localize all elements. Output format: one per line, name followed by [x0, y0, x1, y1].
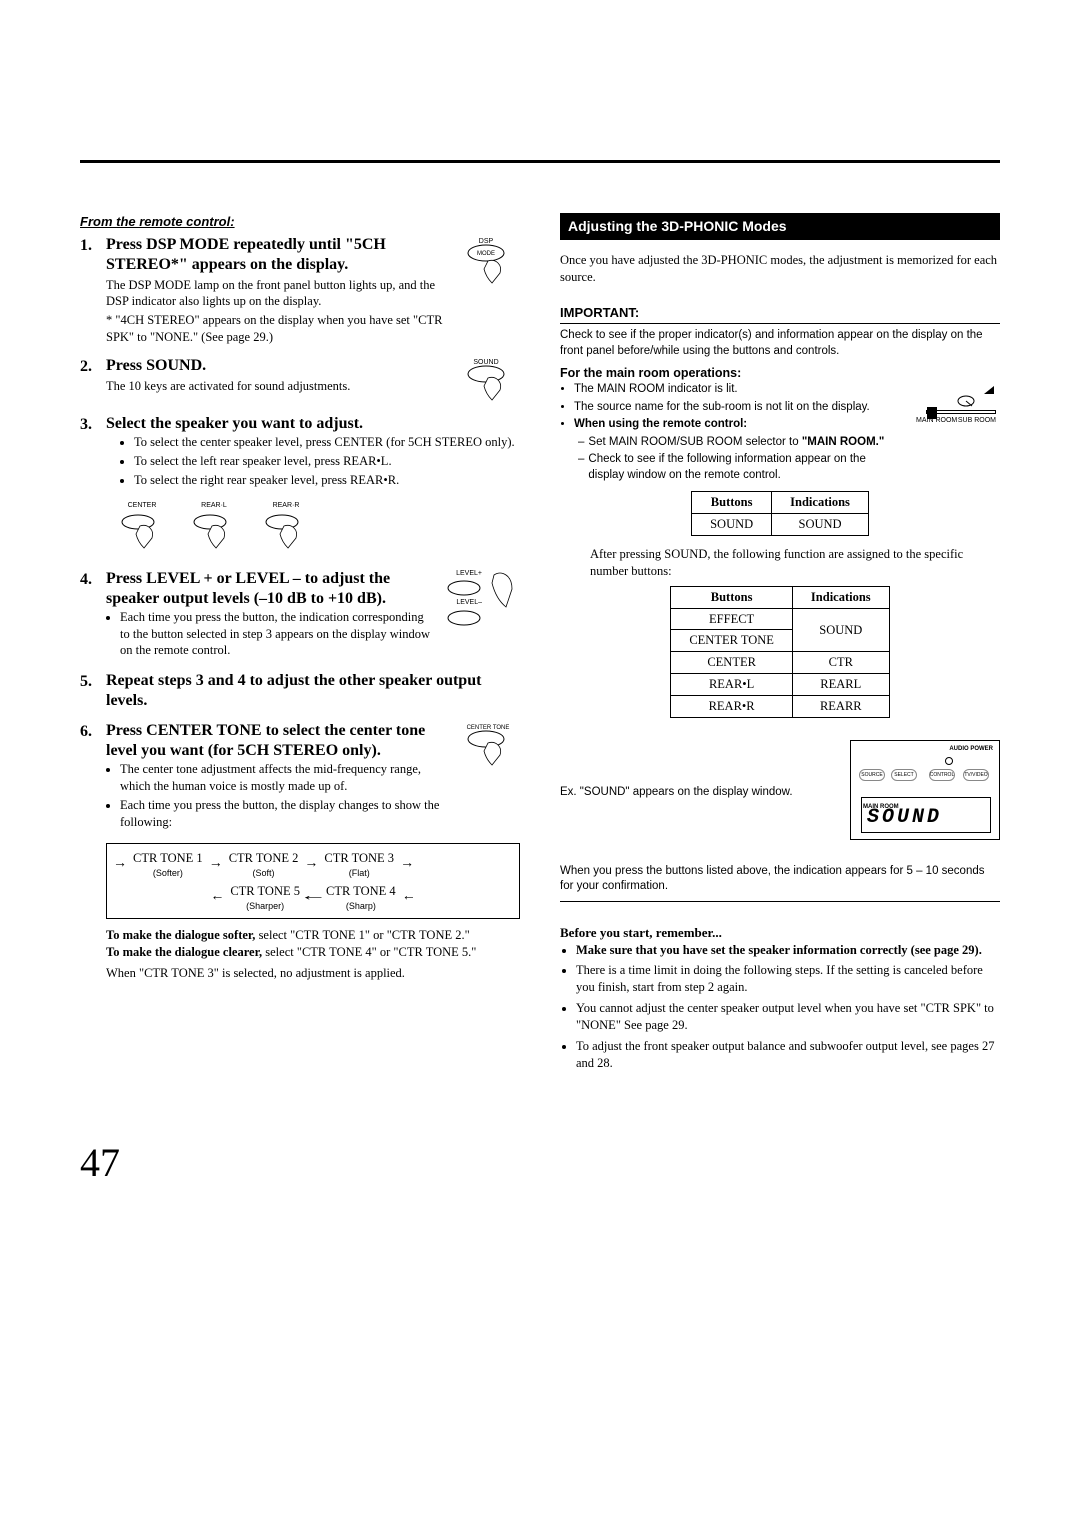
step-text: The 10 keys are activated for sound adju…: [106, 378, 454, 395]
sound-button-icon: SOUND: [464, 356, 520, 404]
level-plus-label: LEVEL+: [446, 569, 482, 578]
step-2: 2. Press SOUND. The 10 keys are activate…: [80, 356, 520, 404]
step-number: 6.: [80, 721, 98, 833]
right-column: Adjusting the 3D-PHONIC Modes Once you h…: [560, 213, 1000, 1076]
step-bullets: To select the center speaker level, pres…: [134, 434, 520, 489]
intro-text: Once you have adjusted the 3D-PHONIC mod…: [560, 252, 1000, 286]
ctr-tone-flow: → CTR TONE 1(Softer) → CTR TONE 2(Soft) …: [106, 843, 520, 919]
top-rule: [80, 160, 1000, 163]
level-buttons-icon: LEVEL+ LEVEL–: [446, 569, 520, 626]
bullet: The source name for the sub-room is not …: [574, 400, 896, 416]
step-text: * "4CH STEREO" appears on the display wh…: [106, 312, 454, 346]
bullet: Each time you press the button, the indi…: [120, 609, 436, 660]
page-number: 47: [80, 1136, 1000, 1190]
bullet: To select the right rear speaker level, …: [134, 472, 520, 489]
step-title: Press DSP MODE repeatedly until "5CH STE…: [106, 235, 454, 275]
step-bullets: Each time you press the button, the indi…: [120, 609, 436, 660]
svg-text:SOUND: SOUND: [473, 359, 498, 366]
remote-display-figure: AUDIO POWER SOURCE SELECT CONTROL TV/VID…: [850, 740, 1000, 840]
dialogue-flat: When "CTR TONE 3" is selected, no adjust…: [106, 965, 520, 982]
room-selector-icon: MAIN ROOMSUB ROOM: [906, 386, 996, 425]
list-item: There is a time limit in doing the follo…: [576, 962, 1000, 996]
buttons-indications-table-2: ButtonsIndications EFFECTSOUND CENTER TO…: [670, 586, 889, 718]
list-item: You cannot adjust the center speaker out…: [576, 1000, 1000, 1034]
example-text: Ex. "SOUND" appears on the display windo…: [560, 785, 838, 801]
left-column: From the remote control: 1. Press DSP MO…: [80, 213, 520, 1076]
bullet: The center tone adjustment affects the m…: [120, 761, 454, 795]
dialogue-clearer: To make the dialogue clearer, select "CT…: [106, 944, 520, 961]
step-title: Press SOUND.: [106, 356, 454, 376]
dialogue-softer: To make the dialogue softer, select "CTR…: [106, 927, 520, 944]
step-number: 1.: [80, 235, 98, 347]
main-room-bullets: The MAIN ROOM indicator is lit. The sour…: [574, 382, 896, 433]
important-heading: IMPORTANT:: [560, 304, 1000, 322]
before-start-heading: Before you start, remember...: [560, 924, 1000, 942]
step-title: Select the speaker you want to adjust.: [106, 414, 520, 434]
hand-icon: [490, 569, 520, 613]
step-3: 3. Select the speaker you want to adjust…: [80, 414, 520, 491]
remote-control-header: From the remote control:: [80, 213, 520, 231]
buttons-indications-table-1: ButtonsIndications SOUNDSOUND: [691, 491, 869, 536]
main-room-subhead: For the main room operations:: [560, 365, 1000, 382]
list-item: To adjust the front speaker output balan…: [576, 1038, 1000, 1072]
rear-l-button-icon: REAR·L: [190, 501, 238, 557]
important-text: Check to see if the proper indicator(s) …: [560, 328, 1000, 359]
step-number: 5.: [80, 671, 98, 711]
bullet: To select the center speaker level, pres…: [134, 434, 520, 451]
center-tone-button-icon: CENTER TONE: [464, 721, 520, 769]
step-5: 5. Repeat steps 3 and 4 to adjust the ot…: [80, 671, 520, 711]
two-column-layout: From the remote control: 1. Press DSP MO…: [80, 213, 1000, 1076]
step-title: Press CENTER TONE to select the center t…: [106, 721, 454, 761]
confirmation-text: When you press the buttons listed above,…: [560, 864, 1000, 895]
svg-text:MODE: MODE: [477, 251, 495, 257]
list-item: Make sure that you have set the speaker …: [576, 942, 1000, 959]
step-bullets: The center tone adjustment affects the m…: [120, 761, 454, 831]
dsp-mode-button-icon: DSP MODE: [464, 235, 520, 287]
step-number: 3.: [80, 414, 98, 491]
svg-text:DSP: DSP: [479, 238, 494, 245]
section-heading-bar: Adjusting the 3D-PHONIC Modes: [560, 213, 1000, 240]
step-text: The DSP MODE lamp on the front panel but…: [106, 277, 454, 311]
step-number: 2.: [80, 356, 98, 404]
thin-rule: [560, 323, 1000, 324]
bullet: To select the left rear speaker level, p…: [134, 453, 520, 470]
bullet: The MAIN ROOM indicator is lit.: [574, 382, 896, 398]
before-start-list: Make sure that you have set the speaker …: [576, 942, 1000, 1072]
thin-rule: [560, 901, 1000, 902]
bullet: Each time you press the button, the disp…: [120, 797, 454, 831]
step-number: 4.: [80, 569, 98, 662]
rear-r-button-icon: REAR·R: [262, 501, 310, 557]
center-button-icon: CENTER: [118, 501, 166, 557]
level-minus-label: LEVEL–: [446, 598, 482, 607]
after-sound-text: After pressing SOUND, the following func…: [590, 546, 970, 580]
step-4: 4. Press LEVEL + or LEVEL – to adjust th…: [80, 569, 520, 662]
dash-list: –Set MAIN ROOM/SUB ROOM selector to "MAI…: [578, 435, 896, 484]
step-title: Repeat steps 3 and 4 to adjust the other…: [106, 671, 520, 711]
step-1: 1. Press DSP MODE repeatedly until "5CH …: [80, 235, 520, 347]
step-6: 6. Press CENTER TONE to select the cente…: [80, 721, 520, 833]
bullet: When using the remote control:: [574, 417, 896, 433]
speaker-button-row: CENTER REAR·L REAR·R: [118, 501, 520, 557]
svg-text:CENTER TONE: CENTER TONE: [467, 725, 510, 731]
step-title: Press LEVEL + or LEVEL – to adjust the s…: [106, 569, 436, 609]
